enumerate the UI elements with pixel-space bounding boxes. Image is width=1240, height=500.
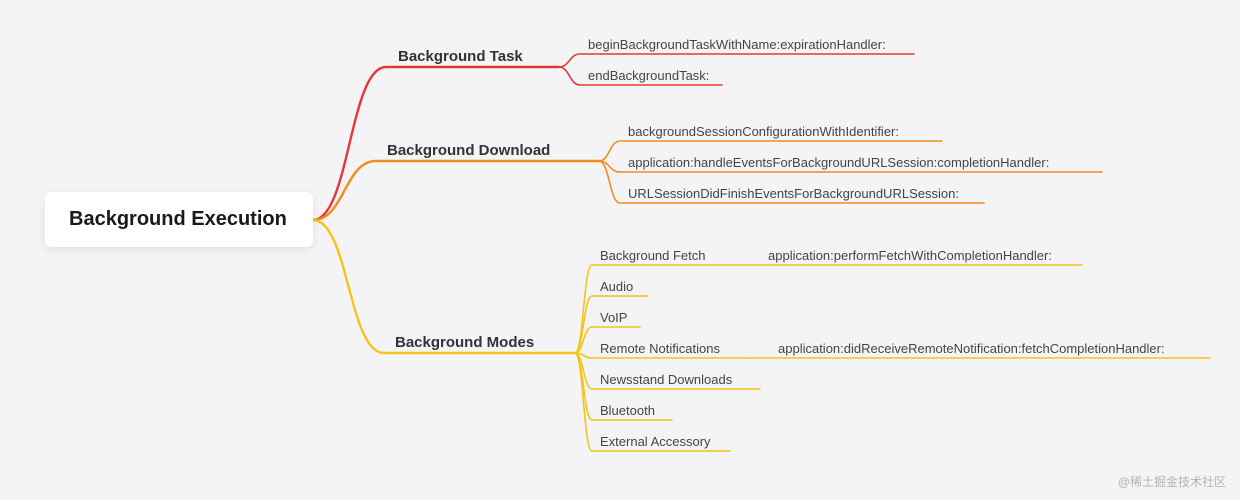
leaf-modes-5: Bluetooth <box>600 403 655 418</box>
branch-modes: Background Modes <box>395 334 534 351</box>
branch-download: Background Download <box>387 142 550 159</box>
leaf-task-1: endBackgroundTask: <box>588 68 709 83</box>
leaf-download-2: URLSessionDidFinishEventsForBackgroundUR… <box>628 186 959 201</box>
leaf-modes-3: Remote Notifications <box>600 341 720 356</box>
leaf-modes-0-0: application:performFetchWithCompletionHa… <box>768 248 1052 263</box>
leaf-modes-0: Background Fetch <box>600 248 706 263</box>
watermark: @稀土掘金技术社区 <box>1118 473 1226 490</box>
leaf-modes-2: VoIP <box>600 310 627 325</box>
leaf-modes-3-0: application:didReceiveRemoteNotification… <box>778 341 1165 356</box>
root-label: Background Execution <box>69 208 287 230</box>
leaf-task-0: beginBackgroundTaskWithName:expirationHa… <box>588 37 886 52</box>
leaf-modes-1: Audio <box>600 279 633 294</box>
leaf-download-0: backgroundSessionConfigurationWithIdenti… <box>628 124 899 139</box>
root-node: Background Execution <box>45 192 313 247</box>
leaf-modes-4: Newsstand Downloads <box>600 372 732 387</box>
leaf-download-1: application:handleEventsForBackgroundURL… <box>628 155 1049 170</box>
branch-task: Background Task <box>398 48 523 65</box>
leaf-modes-6: External Accessory <box>600 434 711 449</box>
